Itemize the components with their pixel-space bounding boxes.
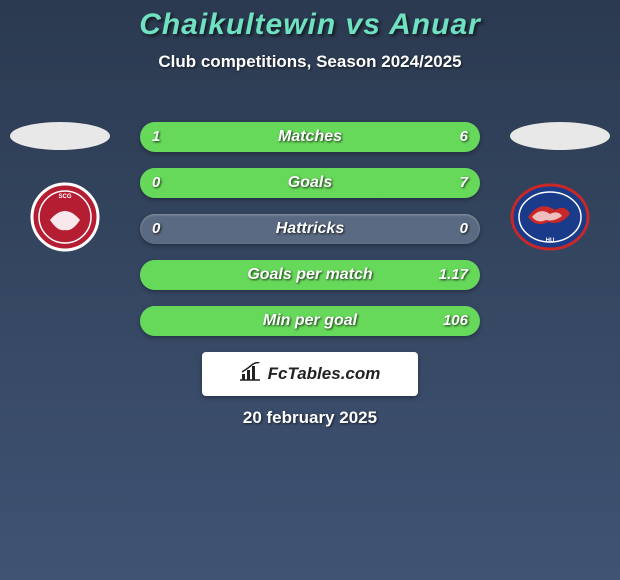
bar-label: Min per goal xyxy=(140,306,480,336)
bar-value-right: 1.17 xyxy=(439,260,468,290)
bar-value-right: 0 xyxy=(460,214,468,244)
page-subtitle: Club competitions, Season 2024/2025 xyxy=(0,52,620,72)
bar-value-right: 106 xyxy=(443,306,468,336)
footer-date: 20 february 2025 xyxy=(0,408,620,428)
bar-value-right: 7 xyxy=(460,168,468,198)
brand-box[interactable]: FcTables.com xyxy=(202,352,418,396)
player-right-avatar-placeholder xyxy=(510,122,610,150)
brand-text: FcTables.com xyxy=(268,364,381,384)
player-left-club-logo: SCG xyxy=(20,172,110,262)
stat-bar: Hattricks0 0 xyxy=(140,214,480,244)
bar-label: Goals xyxy=(140,168,480,198)
club-right-emblem-icon: HU xyxy=(510,182,590,252)
bar-value-left: 0 xyxy=(152,214,160,244)
page-title: Chaikultewin vs Anuar xyxy=(0,0,620,42)
club-left-emblem-icon: SCG xyxy=(30,182,100,252)
bar-label: Goals per match xyxy=(140,260,480,290)
bar-value-right: 6 xyxy=(460,122,468,152)
stat-bar: Goals0 7 xyxy=(140,168,480,198)
stat-bar: Min per goal106 xyxy=(140,306,480,336)
player-right-club-logo: HU xyxy=(505,172,595,262)
bar-label: Hattricks xyxy=(140,214,480,244)
svg-text:SCG: SCG xyxy=(58,194,71,200)
bar-value-left: 1 xyxy=(152,122,160,152)
stat-bar: Goals per match1.17 xyxy=(140,260,480,290)
player-left-avatar-placeholder xyxy=(10,122,110,150)
comparison-card: Chaikultewin vs Anuar Club competitions,… xyxy=(0,0,620,580)
bar-value-left: 0 xyxy=(152,168,160,198)
stat-bar: Matches1 6 xyxy=(140,122,480,152)
bar-label: Matches xyxy=(140,122,480,152)
brand-chart-icon xyxy=(240,362,262,387)
comparison-bars: Matches16Goals07Hattricks00Goals per mat… xyxy=(140,122,480,352)
svg-text:HU: HU xyxy=(546,238,555,244)
